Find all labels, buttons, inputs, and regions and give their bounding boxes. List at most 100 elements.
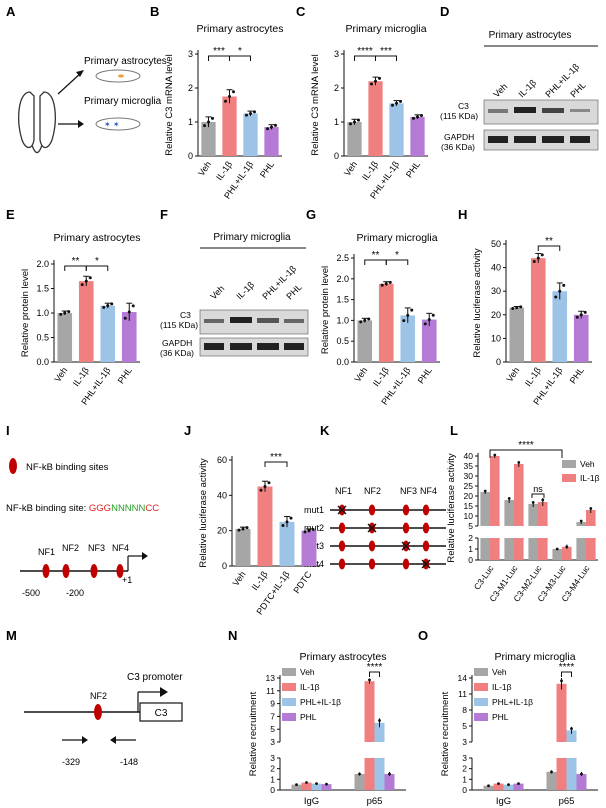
significance-label: *** (213, 46, 225, 57)
y-tick-label: 2.5 (336, 253, 349, 263)
bar (546, 771, 557, 790)
data-point (532, 259, 536, 263)
lane-label: Veh (208, 283, 226, 301)
data-point (554, 295, 558, 299)
bar (552, 549, 562, 560)
blot-band (284, 343, 304, 350)
data-point (555, 547, 559, 551)
bar (378, 283, 394, 362)
bar (528, 538, 538, 560)
bar (100, 305, 116, 362)
panel-label-l: L (450, 423, 458, 438)
x-tick-label: IL-1β (371, 365, 391, 388)
significance-bracket (537, 245, 561, 251)
c3-gene-box (139, 702, 183, 722)
blot-band (514, 107, 536, 113)
site-label: NF4 (420, 486, 437, 496)
data-point (541, 498, 545, 502)
data-point (353, 120, 356, 124)
bar (321, 784, 332, 790)
panel-label-d: D (440, 4, 449, 19)
legend-swatch (474, 683, 488, 691)
data-point (281, 524, 285, 528)
y-tick-label: 3 (462, 737, 467, 747)
legend-label: Veh (492, 667, 507, 677)
x-tick-label: p65 (559, 796, 575, 807)
data-point (562, 283, 566, 287)
y-tick-label: 2 (270, 764, 275, 774)
significance-label: *** (380, 46, 392, 57)
significance-label: * (95, 256, 99, 267)
panel-label-m: M (6, 628, 17, 643)
data-point (507, 783, 510, 787)
data-point (395, 101, 398, 105)
y-tick-label: 0.5 (36, 333, 49, 343)
data-point (402, 319, 406, 323)
y-tick-label: 2.0 (336, 274, 349, 284)
bar (480, 538, 490, 560)
site-label: NF2 (90, 691, 107, 701)
bar (503, 784, 514, 790)
blot-gapdh-strip (483, 129, 599, 151)
bar (301, 530, 317, 566)
panel-label-f: F (160, 207, 168, 222)
seq-n: NNNNN (111, 503, 145, 514)
y-tick-label: 15 (464, 501, 474, 511)
data-point (378, 719, 381, 722)
data-point (536, 256, 540, 260)
data-point (517, 461, 521, 464)
bar (243, 113, 258, 156)
significance-label: ns (533, 484, 543, 494)
y-tick-label: 20 (464, 491, 474, 501)
significance-bracket (229, 55, 251, 61)
y-tick-label: 5 (270, 724, 275, 734)
chart-title: Primary microglia (356, 232, 437, 244)
data-point (59, 312, 63, 316)
data-point (550, 770, 553, 774)
significance-bracket (561, 671, 572, 677)
data-point (263, 485, 267, 488)
position-label: -200 (66, 588, 84, 598)
bar (410, 116, 425, 156)
data-point (483, 489, 487, 493)
band-label: GAPDH (444, 132, 474, 142)
nfkb-site-icon (402, 504, 410, 516)
significance-label: ** (372, 250, 380, 261)
data-point (416, 115, 419, 119)
data-point (249, 112, 252, 115)
data-point (228, 95, 231, 98)
y-tick-label: 1 (334, 117, 339, 127)
data-point (583, 310, 587, 314)
x-tick-label: Veh (52, 365, 69, 383)
data-point (102, 305, 106, 309)
x-tick-label: PHL (258, 159, 276, 179)
data-point (570, 727, 573, 731)
bar (311, 783, 322, 790)
x-tick-label: Veh (352, 365, 369, 383)
y-tick-label: 2 (462, 764, 467, 774)
significance-label: * (238, 46, 242, 57)
blot-title: Primary microglia (213, 232, 291, 243)
data-point (106, 304, 110, 308)
panel-label-c: C (296, 4, 306, 19)
mutation-cross-icon (337, 505, 347, 515)
data-point (131, 304, 135, 308)
bar (301, 782, 312, 790)
blot-band (204, 319, 224, 323)
seq-prefix: NF-kB binding site: (6, 503, 89, 514)
y-tick-label: 1.5 (336, 295, 349, 305)
y-tick-label: 5 (468, 521, 473, 531)
significance-bracket (385, 259, 409, 265)
panel-m-chip-schematic: C3 promoter C3 NF2 -329 -148 (24, 672, 183, 767)
data-point (384, 282, 388, 286)
y-axis-label: Relative luciferase activity (198, 458, 209, 568)
y-axis-label: Relative recruitment (248, 691, 259, 776)
data-point (589, 507, 593, 510)
primer-arrow-icon (82, 736, 88, 744)
y-axis-label: Relative protein level (20, 269, 31, 357)
band-kda: (115 KDa) (160, 320, 198, 330)
nfkb-site-icon (116, 564, 124, 578)
significance-bracket (531, 493, 545, 498)
data-point (232, 90, 235, 94)
